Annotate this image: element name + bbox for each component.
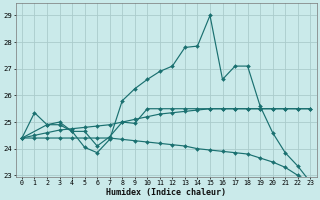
X-axis label: Humidex (Indice chaleur): Humidex (Indice chaleur) [106, 188, 226, 197]
